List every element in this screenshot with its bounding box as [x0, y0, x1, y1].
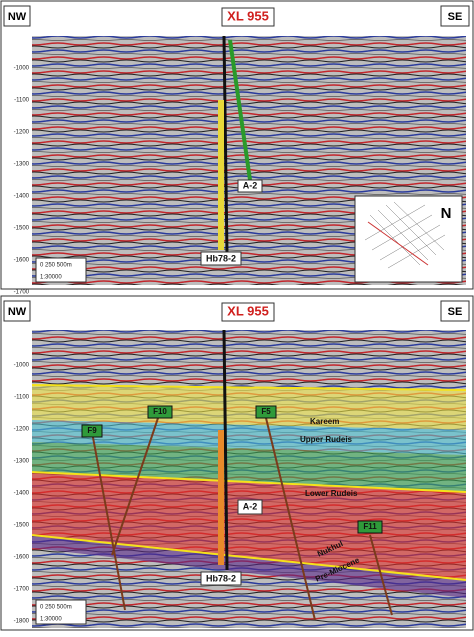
- depth-tick-label: -1400: [14, 491, 30, 497]
- label-box: [440, 5, 470, 27]
- label-box: [200, 251, 242, 266]
- label-box: [440, 300, 470, 322]
- depth-tick-label: -1400: [14, 194, 30, 200]
- scale-ratio: 1:30000: [40, 617, 62, 623]
- direction-left: NW: [8, 306, 27, 318]
- label-box: [3, 300, 31, 322]
- depth-tick-label: -1700: [14, 587, 30, 593]
- label-box: [237, 179, 263, 193]
- scale-box: [35, 257, 87, 283]
- scale-ratio: 1:30000: [40, 275, 62, 281]
- depth-tick-label: -1500: [14, 226, 30, 232]
- title-box: [221, 302, 275, 322]
- faults: [91, 417, 393, 621]
- well-path: [222, 35, 229, 256]
- scale-bar: 0 250 500m: [40, 263, 72, 269]
- formation-label: Kareem: [310, 417, 339, 426]
- title-box: [221, 7, 275, 27]
- fault-label: F10: [153, 407, 167, 416]
- fault-label: F11: [363, 522, 377, 531]
- fault-box: [147, 405, 173, 419]
- depth-tick-label: -1000: [14, 363, 30, 369]
- inset-map: N: [354, 195, 463, 283]
- depth-tick-label: -1600: [14, 555, 30, 561]
- depth-tick-label: -1600: [14, 258, 30, 264]
- direction-right: SE: [448, 306, 463, 318]
- direction-left: NW: [8, 11, 27, 23]
- depth-tick-label: -1200: [14, 130, 30, 136]
- depth-tick-label: -1100: [14, 395, 30, 401]
- well-path: [228, 39, 252, 181]
- fault-label: F5: [261, 407, 271, 416]
- depth-tick-label: -1200: [14, 427, 30, 433]
- depth-tick-label: -1300: [14, 459, 30, 465]
- depth-tick-label: -1700: [14, 290, 30, 296]
- label-box: [237, 499, 263, 515]
- well-log: [218, 100, 224, 250]
- well-label: A-2: [243, 501, 258, 511]
- fault-box: [81, 424, 103, 438]
- depth-tick-label: -1500: [14, 523, 30, 529]
- depth-tick-label: -1300: [14, 162, 30, 168]
- depth-tick-label: -1800: [14, 619, 30, 625]
- direction-right: SE: [448, 11, 463, 23]
- formation-fills: [32, 385, 466, 598]
- scale-box: [35, 599, 87, 625]
- well-label: Hb78-2: [206, 253, 236, 263]
- horizons: [31, 384, 467, 581]
- fault-box: [255, 405, 277, 419]
- label-box: [200, 571, 242, 586]
- well-label: Hb78-2: [206, 573, 236, 583]
- fault-box: [357, 520, 383, 534]
- fault-label: F9: [87, 426, 97, 435]
- label-box: [3, 5, 31, 27]
- scale-bar: 0 250 500m: [40, 605, 72, 611]
- north-arrow: N: [441, 205, 452, 222]
- well-label: A-2: [243, 180, 258, 190]
- formation-label: Lower Rudeis: [305, 489, 358, 498]
- section-title: XL 955: [227, 8, 269, 23]
- section-title: XL 955: [227, 303, 269, 318]
- well-log: [218, 430, 224, 565]
- depth-tick-label: -1000: [14, 66, 30, 72]
- well-path: [222, 329, 229, 571]
- formation-label: Upper Rudeis: [300, 435, 353, 444]
- depth-tick-label: -1100: [14, 98, 30, 104]
